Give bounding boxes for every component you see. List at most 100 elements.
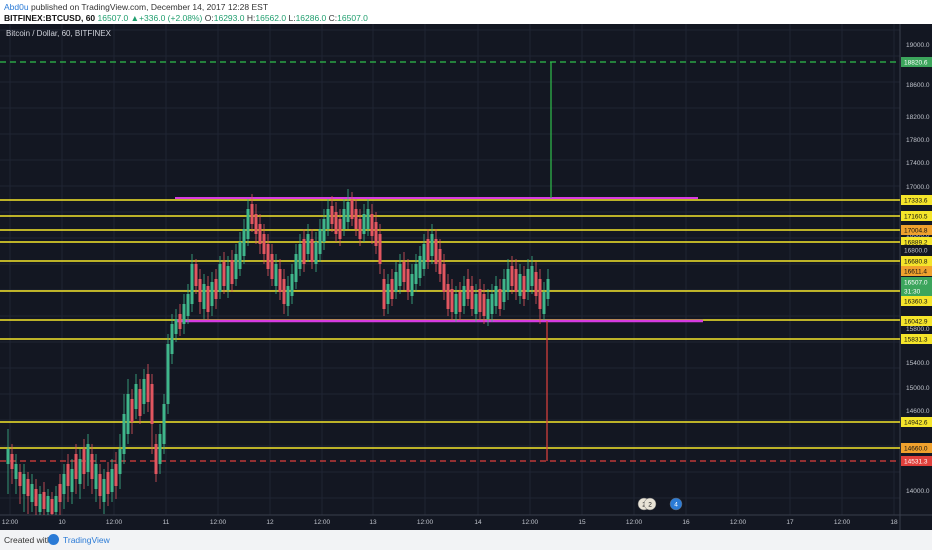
candle-body bbox=[226, 266, 230, 290]
candle-body bbox=[542, 292, 546, 314]
candle-body bbox=[490, 294, 494, 314]
candle-body bbox=[274, 264, 278, 286]
candle-body bbox=[162, 404, 166, 444]
author-link[interactable]: Abd0u bbox=[4, 2, 29, 12]
price-tag[interactable] bbox=[901, 211, 932, 221]
candle-body bbox=[66, 464, 70, 486]
event-marker-icon[interactable] bbox=[643, 497, 657, 511]
candle-body bbox=[402, 262, 406, 282]
candle-body bbox=[514, 269, 518, 292]
time-axis-label: 12:00 bbox=[834, 519, 851, 526]
candle-body bbox=[446, 284, 450, 309]
candle-body bbox=[422, 244, 426, 269]
time-axis-label: 11 bbox=[163, 519, 170, 526]
candle-body bbox=[202, 284, 206, 309]
price-tag[interactable] bbox=[901, 266, 932, 276]
price-tag[interactable] bbox=[901, 443, 932, 453]
price-axis-label: 19000.0 bbox=[906, 42, 930, 49]
chart-title: Bitcoin / Dollar, 60, BITFINEX bbox=[6, 29, 111, 38]
arrow-up-icon: ▲ bbox=[130, 13, 140, 23]
tradingview-brand[interactable]: TradingView bbox=[63, 535, 110, 545]
price-tag[interactable] bbox=[901, 277, 932, 287]
open-value: 16293.0 bbox=[213, 13, 245, 23]
price-tag[interactable] bbox=[901, 57, 932, 67]
candle-body bbox=[406, 269, 410, 292]
price-tag[interactable] bbox=[901, 225, 932, 235]
price-tag-label: 16507.0 bbox=[904, 280, 928, 287]
candle-body bbox=[330, 206, 334, 224]
candle-body bbox=[410, 274, 414, 296]
chart-area[interactable]: 19000.0 18600.0 18200.0 17800.0 17400.0 17000… bbox=[0, 24, 932, 530]
candle-body bbox=[426, 239, 430, 262]
time-axis-label: 12:00 bbox=[314, 519, 331, 526]
candle-body bbox=[434, 239, 438, 264]
price-tag[interactable] bbox=[901, 296, 932, 306]
candle-body bbox=[370, 214, 374, 236]
price-tag[interactable] bbox=[901, 195, 932, 205]
price-tag[interactable] bbox=[901, 456, 932, 466]
candle-body bbox=[254, 214, 258, 234]
candle-body bbox=[30, 484, 34, 502]
candle-body bbox=[126, 394, 130, 434]
price-tag-label: 16680.8 bbox=[904, 259, 928, 266]
candle-body bbox=[498, 289, 502, 309]
candle-body bbox=[198, 279, 202, 302]
candle-body bbox=[38, 494, 42, 512]
candle-body bbox=[206, 286, 210, 312]
candle-body bbox=[122, 414, 126, 454]
price-tag[interactable] bbox=[901, 286, 932, 296]
symbol-label: BITFINEX:BTCUSD, 60 bbox=[4, 13, 96, 23]
price-tag-label: 16042.9 bbox=[904, 319, 928, 326]
price-axis-label: 14000.0 bbox=[906, 488, 930, 495]
candle-body bbox=[346, 202, 350, 222]
ohlc-bar: BITFINEX:BTCUSD, 60 16507.0 ▲+336.0 (+2.… bbox=[4, 13, 368, 23]
candle-body bbox=[334, 212, 338, 234]
price-tag[interactable] bbox=[901, 316, 932, 326]
candle-body bbox=[366, 209, 370, 229]
event-marker-icon[interactable] bbox=[669, 497, 683, 511]
price-axis-label: 15400.0 bbox=[906, 360, 930, 367]
price-tag-label: 14942.6 bbox=[904, 420, 928, 427]
candle-body bbox=[106, 472, 110, 494]
candle-body bbox=[238, 242, 242, 269]
candle-body bbox=[442, 264, 446, 292]
candle-body bbox=[386, 284, 390, 304]
price-tag[interactable] bbox=[901, 334, 932, 344]
open-label: O: bbox=[204, 13, 214, 23]
candle-body bbox=[310, 239, 314, 262]
time-axis-label: 12:00 bbox=[730, 519, 747, 526]
price-tag[interactable] bbox=[901, 417, 932, 427]
price-tag-label: 15831.3 bbox=[904, 337, 928, 344]
price-tag-label: 16360.3 bbox=[904, 299, 928, 306]
candle-body bbox=[506, 269, 510, 292]
candle-body bbox=[230, 260, 234, 284]
publish-info: Abd0u published on TradingView.com, Dece… bbox=[4, 2, 268, 12]
time-axis-label: 17 bbox=[786, 519, 794, 526]
candle-body bbox=[42, 492, 46, 509]
chart-canvas[interactable]: 19000.0 18600.0 18200.0 17800.0 17400.0 17000… bbox=[0, 24, 932, 530]
price-tag[interactable] bbox=[901, 237, 932, 247]
price-tag-label: 14531.3 bbox=[904, 459, 928, 466]
candle-body bbox=[138, 389, 142, 416]
price-tag[interactable] bbox=[901, 245, 932, 255]
low-label: L: bbox=[288, 13, 296, 23]
candle-body bbox=[478, 289, 482, 312]
candle-body bbox=[222, 262, 226, 286]
candle-body bbox=[14, 464, 18, 479]
candle-body bbox=[518, 274, 522, 296]
last-price: 16507.0 bbox=[97, 13, 129, 23]
event-marker-count: 4 bbox=[674, 502, 678, 509]
candle-body bbox=[414, 264, 418, 284]
price-tag[interactable] bbox=[901, 256, 932, 266]
candle-body bbox=[34, 489, 38, 506]
tradingview-logo-icon[interactable] bbox=[48, 534, 59, 545]
candle-body bbox=[342, 209, 346, 229]
time-axis-label: 10 bbox=[58, 519, 66, 526]
candle-body bbox=[102, 479, 106, 502]
candle-body bbox=[318, 229, 322, 254]
time-axis-label: 13 bbox=[369, 519, 377, 526]
candle-body bbox=[186, 294, 190, 316]
candle-body bbox=[114, 464, 118, 486]
candle-body bbox=[26, 479, 30, 496]
price-tag-label: 16889.2 bbox=[904, 240, 928, 247]
